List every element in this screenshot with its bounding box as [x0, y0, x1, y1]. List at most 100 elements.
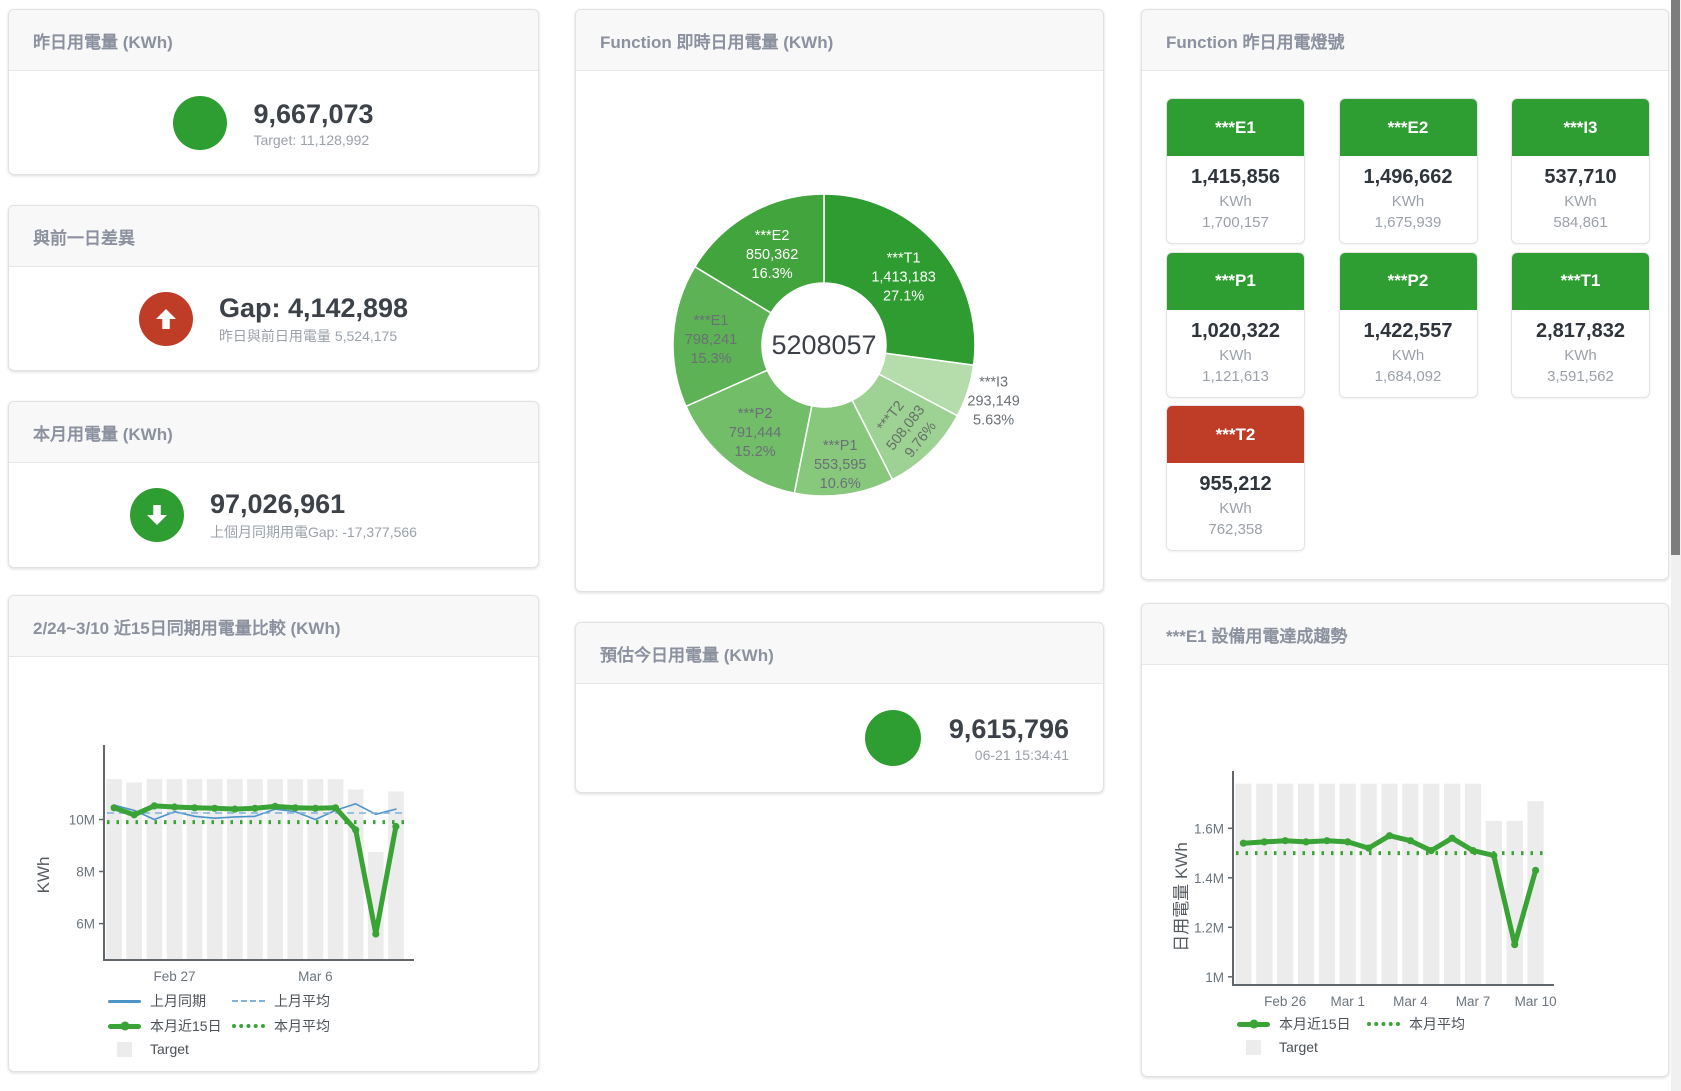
- svg-text:1.2M: 1.2M: [1194, 920, 1224, 935]
- month-usage-value: 97,026,961: [210, 488, 346, 519]
- legend-item[interactable]: 上月平均: [232, 991, 356, 1011]
- card-month-usage: 本月用電量 (KWh) 97,026,961 上個月同期用電Gap: -17,3…: [8, 401, 539, 568]
- status-circle-icon: [173, 96, 228, 150]
- card-title: 與前一日差異: [9, 206, 538, 267]
- tile-target: 1,684,092: [1374, 367, 1442, 385]
- tile-target: 1,675,939: [1374, 214, 1442, 231]
- target-bar: [166, 779, 183, 960]
- tile-unit: KWh: [1219, 346, 1252, 364]
- donut-slice-label: ***P2 791,444 15.2%: [729, 406, 781, 460]
- yesterday-usage-target: Target: 11,128,992: [253, 132, 370, 149]
- scrollbar-track[interactable]: [1671, 0, 1681, 1091]
- card-title: 本月用電量 (KWh): [9, 402, 538, 463]
- legend-item[interactable]: Target: [108, 1041, 232, 1057]
- legend-item[interactable]: 上月同期: [108, 991, 232, 1011]
- status-tile: ***E2 1,496,662 KWh 1,675,939: [1338, 98, 1478, 244]
- target-bar: [126, 782, 142, 960]
- tile-header: ***E2: [1339, 99, 1477, 156]
- legend-label: Target: [1279, 1039, 1318, 1055]
- prev-day-gap-value: Gap: 4,142,898: [218, 292, 409, 323]
- target-bar: [1402, 783, 1419, 985]
- tile-value: 537,710: [1544, 166, 1617, 188]
- status-tile: ***T2 955,212 KWh 762,358: [1166, 405, 1305, 551]
- card-title: 昨日用電量 (KWh): [9, 10, 538, 71]
- svg-text:Mar 1: Mar 1: [1331, 994, 1366, 1009]
- target-bar: [1256, 783, 1273, 985]
- tile-value: 955,212: [1199, 473, 1272, 495]
- tile-unit: KWh: [1391, 346, 1425, 364]
- target-bar: [1277, 783, 1294, 985]
- svg-text:8M: 8M: [76, 865, 95, 880]
- donut-chart: ***T1 1,413,183 27.1%***I3 293,149 5.63%***T…: [672, 193, 1020, 497]
- donut-slice[interactable]: [823, 193, 976, 367]
- legend-swatch-icon: [1237, 1019, 1270, 1029]
- legend-item[interactable]: 本月平均: [1367, 1014, 1497, 1034]
- trend-chart: 1M 1.2M 1.4M 1.6M Feb 26 Mar 1 Mar 4 Mar 7 Mar 1…: [1172, 771, 1557, 1009]
- target-bar: [1527, 801, 1544, 985]
- status-circle-icon: [864, 710, 921, 766]
- target-bar: [307, 779, 324, 960]
- target-bar: [1339, 783, 1356, 985]
- target-bar: [1444, 783, 1461, 985]
- legend-label: 上月同期: [150, 993, 206, 1009]
- target-bar: [146, 779, 163, 960]
- donut-slice[interactable]: [672, 265, 773, 408]
- target-bar: [388, 791, 404, 960]
- card-15day-comparison: 2/24~3/10 近15日同期用電量比較 (KWh) 6M 8M 10M Feb 2…: [8, 595, 539, 1072]
- legend-label: 本月近15日: [150, 1018, 222, 1034]
- tile-target: 584,861: [1553, 214, 1608, 231]
- target-bar: [1235, 783, 1252, 985]
- target-bar: [247, 779, 263, 960]
- tile-value: 1,496,662: [1363, 166, 1453, 188]
- legend-swatch-icon: [1367, 1022, 1400, 1026]
- svg-text:10M: 10M: [69, 813, 95, 828]
- svg-text:1.6M: 1.6M: [1194, 821, 1224, 836]
- status-tile: ***P1 1,020,322 KWh 1,121,613: [1166, 251, 1305, 398]
- today-estimate-value: 9,615,796: [948, 713, 1069, 744]
- tile-target: 1,700,157: [1202, 214, 1269, 231]
- tile-unit: KWh: [1219, 500, 1252, 517]
- target-bar: [1318, 783, 1336, 985]
- card-yesterday-usage: 昨日用電量 (KWh) 9,667,073 Target: 11,128,992: [8, 9, 539, 175]
- legend-label: 本月平均: [1409, 1016, 1465, 1032]
- svg-text:1M: 1M: [1205, 970, 1224, 985]
- tile-unit: KWh: [1219, 193, 1252, 210]
- donut-slice-label: ***E1 798,241 15.3%: [685, 313, 737, 367]
- legend-swatch-icon: [232, 1000, 265, 1002]
- legend-item[interactable]: 本月近15日: [108, 1016, 232, 1036]
- svg-text:KWh: KWh: [34, 857, 53, 894]
- arrow-down-circle-icon: [130, 488, 184, 542]
- card-title: Function 昨日用電燈號: [1142, 10, 1668, 71]
- svg-text:Feb 26: Feb 26: [1264, 994, 1306, 1009]
- legend-swatch-icon: [1246, 1039, 1261, 1055]
- comparison-chart: 6M 8M 10M Feb 27 Mar 6 KWh: [34, 745, 414, 984]
- tile-header: ***I3: [1512, 99, 1649, 156]
- legend-swatch-icon: [117, 1041, 132, 1057]
- legend-item[interactable]: 本月平均: [232, 1016, 356, 1036]
- legend-swatch-icon: [232, 1024, 265, 1028]
- status-tile: ***P2 1,422,557 KWh 1,684,092: [1338, 251, 1478, 398]
- legend-swatch-icon: [108, 1021, 141, 1031]
- target-bar: [367, 852, 384, 960]
- tile-unit: KWh: [1564, 346, 1597, 364]
- scrollbar-thumb[interactable]: [1671, 0, 1680, 555]
- donut-slice[interactable]: [685, 369, 813, 494]
- legend-label: 上月平均: [274, 993, 330, 1009]
- today-estimate-timestamp: 06-21 15:34:41: [974, 747, 1069, 764]
- card-title: 預估今日用電量 (KWh): [576, 623, 1103, 684]
- donut-slice[interactable]: [693, 193, 825, 314]
- svg-text:Mar 6: Mar 6: [298, 969, 333, 984]
- tile-value: 1,020,322: [1191, 319, 1280, 342]
- svg-text:Mar 7: Mar 7: [1456, 994, 1491, 1009]
- tile-header: ***T2: [1167, 406, 1304, 463]
- tile-header: ***E1: [1167, 99, 1304, 156]
- legend-item[interactable]: 本月近15日: [1237, 1014, 1367, 1034]
- tile-target: 762,358: [1208, 521, 1263, 538]
- svg-text:Mar 10: Mar 10: [1515, 994, 1557, 1009]
- tile-unit: KWh: [1564, 193, 1597, 210]
- legend-item[interactable]: Target: [1237, 1039, 1367, 1055]
- svg-text:Mar 4: Mar 4: [1393, 994, 1428, 1009]
- tile-value: 2,817,832: [1536, 319, 1625, 342]
- tile-unit: KWh: [1391, 193, 1425, 210]
- target-bar: [287, 779, 304, 960]
